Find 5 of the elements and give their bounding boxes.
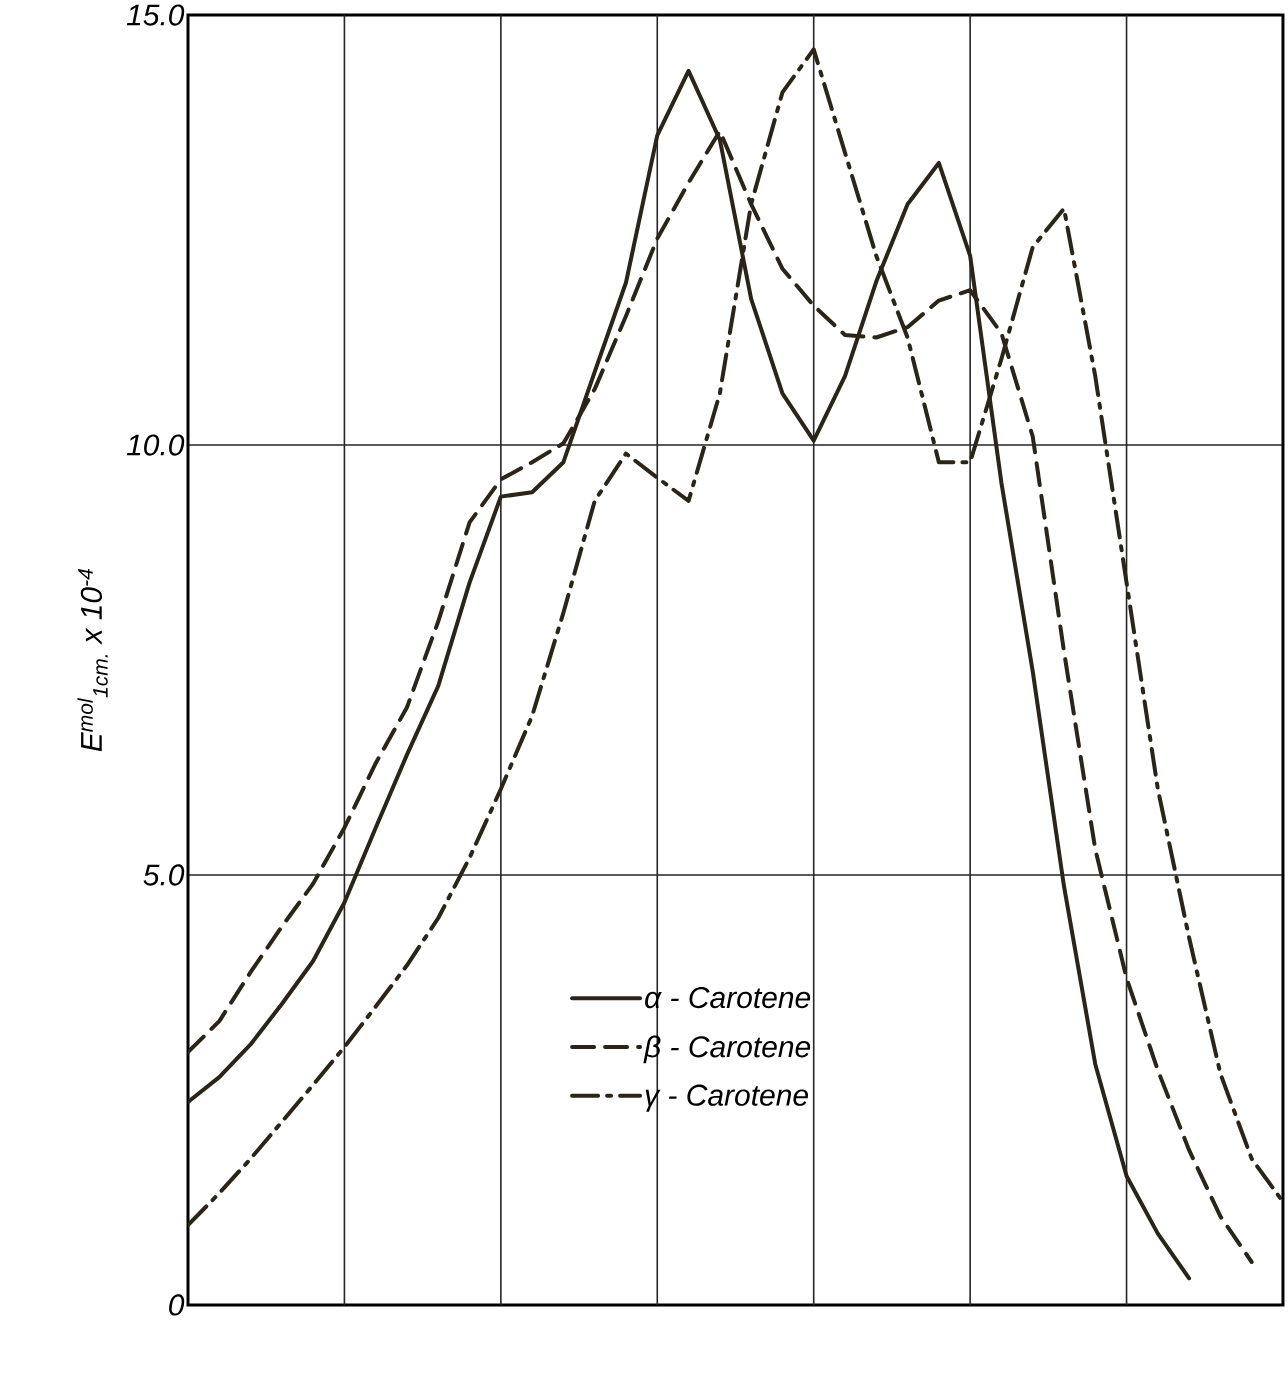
y-tick-label: 15.0 (126, 4, 185, 26)
y-tick-label: 5.0 (143, 864, 185, 886)
y-tick-label: 10.0 (126, 434, 185, 456)
y-axis-title: E$^{mol}$$_{1cm.}$ x 10$^{-4}$ (77, 569, 108, 752)
y-tick-label: 0 (169, 1294, 185, 1316)
